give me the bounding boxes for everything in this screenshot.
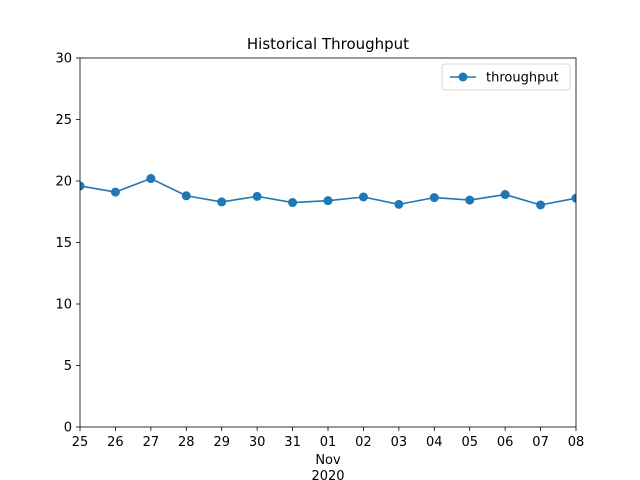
x-tick-label: 05 [461, 435, 478, 450]
data-point [394, 199, 404, 209]
data-point [110, 187, 120, 197]
data-point [429, 193, 439, 203]
data-point [252, 191, 262, 201]
y-tick-label: 20 [55, 175, 72, 190]
data-point [358, 192, 368, 202]
y-tick-label: 0 [64, 421, 72, 436]
data-point [500, 190, 510, 200]
x-tick-label: 08 [568, 435, 585, 450]
x-tick-label: 30 [249, 435, 266, 450]
x-tick-label: 01 [320, 435, 337, 450]
data-point [80, 181, 85, 191]
data-point [465, 195, 475, 205]
data-point [571, 193, 576, 203]
data-point [323, 196, 333, 206]
plot-area [80, 174, 576, 210]
legend: throughput [441, 63, 571, 91]
y-tick-label: 25 [55, 113, 72, 128]
data-point [288, 198, 298, 208]
legend-marker [458, 72, 468, 82]
x-tick-label: 03 [391, 435, 408, 450]
x-tick-label: 04 [426, 435, 443, 450]
data-point [181, 191, 191, 201]
x-tick-label: 25 [72, 435, 89, 450]
y-tick-label: 10 [55, 298, 72, 313]
x-year-label: 2020 [311, 469, 344, 480]
x-tick-label: 28 [178, 435, 195, 450]
x-tick-label: 26 [107, 435, 124, 450]
data-point [217, 197, 227, 207]
data-point [146, 174, 156, 184]
y-tick-label: 30 [55, 52, 72, 67]
y-tick-label: 5 [64, 359, 72, 374]
x-tick-label: 31 [284, 435, 301, 450]
x-tick-label: 27 [143, 435, 160, 450]
x-tick-label: 06 [497, 435, 514, 450]
legend-box [441, 63, 571, 91]
x-month-label: Nov [315, 453, 341, 468]
x-tick-label: 07 [532, 435, 549, 450]
x-tick-label: 02 [355, 435, 372, 450]
data-point [536, 200, 546, 210]
y-tick-label: 15 [55, 236, 72, 251]
legend-label: throughput [486, 71, 559, 86]
x-tick-label: 29 [213, 435, 230, 450]
chart-title: Historical Throughput [247, 35, 409, 53]
